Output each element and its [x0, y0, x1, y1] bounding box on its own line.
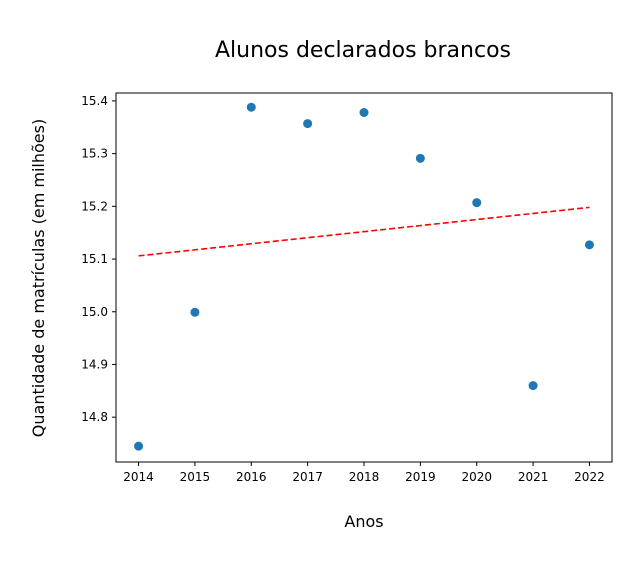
data-point	[359, 108, 369, 118]
y-tick-label: 15.4	[81, 94, 108, 108]
plot-frame	[115, 92, 613, 463]
plot-area	[134, 102, 594, 451]
y-tick-label: 14.9	[81, 357, 108, 371]
x-tick-label: 2020	[461, 470, 492, 484]
trend-line	[138, 206, 590, 257]
data-point	[472, 198, 482, 208]
chart-title: Alunos declarados brancos	[215, 38, 511, 63]
y-tick-label: 15.1	[81, 252, 108, 266]
data-point	[190, 307, 200, 317]
x-axis-ticks: 2014 2015 2016 2017 2018 2019 2020 2021 2022	[123, 462, 605, 484]
y-tick-label: 14.8	[81, 410, 108, 424]
x-tick-label: 2014	[123, 470, 154, 484]
data-point	[528, 381, 538, 391]
data-point	[415, 153, 425, 163]
data-point	[584, 240, 594, 250]
x-tick-label: 2021	[518, 470, 549, 484]
y-tick-label: 15.0	[81, 305, 108, 319]
x-tick-label: 2015	[180, 470, 211, 484]
x-tick-label: 2022	[574, 470, 605, 484]
y-axis-label: Quantidade de matrículas (em milhões)	[29, 119, 48, 437]
y-axis-ticks: 14.8 14.9 15.0 15.1 15.2 15.3 15.4	[81, 94, 116, 424]
data-point	[246, 102, 256, 112]
x-tick-label: 2019	[405, 470, 436, 484]
x-axis-label: Anos	[344, 512, 383, 531]
data-point	[303, 119, 313, 129]
data-point	[134, 441, 144, 451]
y-tick-label: 15.2	[81, 199, 108, 213]
x-tick-label: 2016	[236, 470, 267, 484]
x-tick-label: 2018	[349, 470, 380, 484]
y-tick-label: 15.3	[81, 147, 108, 161]
x-tick-label: 2017	[292, 470, 323, 484]
